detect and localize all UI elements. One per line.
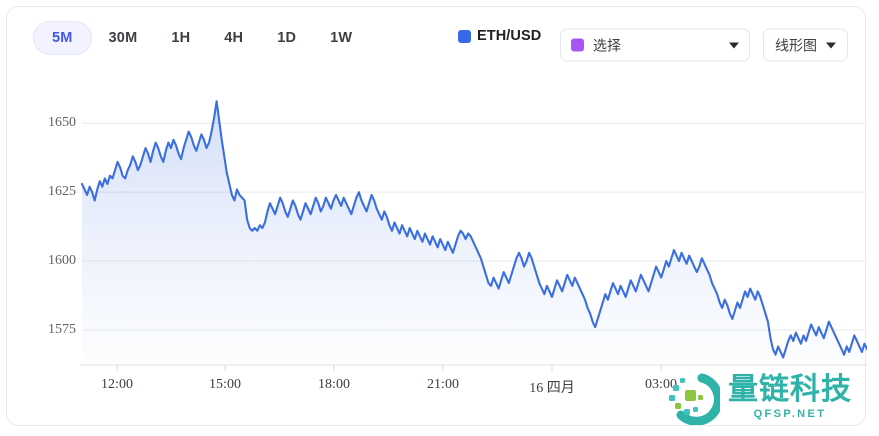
x-axis-tick-label: 16 四月 xyxy=(529,381,575,396)
timeframe-group: 5M 30M 1H 4H 1D 1W xyxy=(33,21,369,55)
timeframe-4h[interactable]: 4H xyxy=(207,21,260,55)
chart-type-dropdown[interactable]: 线形图 xyxy=(763,28,848,62)
x-axis-tick-label: 18:00 xyxy=(318,377,350,392)
watermark-text-en: QFSP.NET xyxy=(753,407,827,420)
price-chart[interactable]: 1575 1600 1625 1650 12:00 15:00 18:00 21:00 16 … xyxy=(7,69,869,425)
chart-type-value: 线形图 xyxy=(775,37,817,53)
legend-color-swatch xyxy=(458,29,471,43)
timeframe-5m[interactable]: 5M xyxy=(33,21,92,55)
watermark: 量链科技 QFSP.NET xyxy=(664,369,852,425)
y-axis-tick-label: 1600 xyxy=(48,253,76,269)
chevron-down-icon xyxy=(826,42,836,48)
chart-card: 5M 30M 1H 4H 1D 1W ETH/USD 选择 线形图 1575 16… xyxy=(6,6,869,426)
chevron-down-icon xyxy=(729,42,739,48)
x-axis-tick-label: 15:00 xyxy=(209,377,241,392)
y-axis-tick-label: 1650 xyxy=(48,115,76,131)
chart-svg xyxy=(80,100,869,371)
watermark-text-cn: 量链科技 xyxy=(728,372,852,406)
x-axis-tick-label: 21:00 xyxy=(427,377,459,392)
chart-area-fill xyxy=(82,101,867,365)
chart-toolbar: 5M 30M 1H 4H 1D 1W ETH/USD 选择 线形图 xyxy=(7,7,865,69)
y-axis-tick-label: 1625 xyxy=(48,184,76,200)
timeframe-1w[interactable]: 1W xyxy=(313,21,369,55)
series-select-value: 选择 xyxy=(593,37,621,53)
x-axis-tick-label: 03:00 xyxy=(645,377,677,392)
watermark-logo-icon xyxy=(669,373,720,425)
y-axis-tick-label: 1575 xyxy=(48,321,76,337)
series-select-dropdown[interactable]: 选择 xyxy=(560,28,750,62)
timeframe-30m[interactable]: 30M xyxy=(92,21,155,55)
chart-line-series xyxy=(80,100,869,359)
timeframe-1h[interactable]: 1H xyxy=(154,21,207,55)
x-axis-tick-label: 12:00 xyxy=(101,377,133,392)
series-legend: ETH/USD xyxy=(458,28,541,44)
y-axis-labels: 1575 1600 1625 1650 xyxy=(7,69,82,369)
legend-label-ethusd: ETH/USD xyxy=(477,28,542,44)
x-axis-labels: 12:00 15:00 18:00 21:00 16 四月 03:00 xyxy=(7,69,867,425)
timeframe-1d[interactable]: 1D xyxy=(260,21,313,55)
series-select-color-swatch xyxy=(571,38,584,52)
